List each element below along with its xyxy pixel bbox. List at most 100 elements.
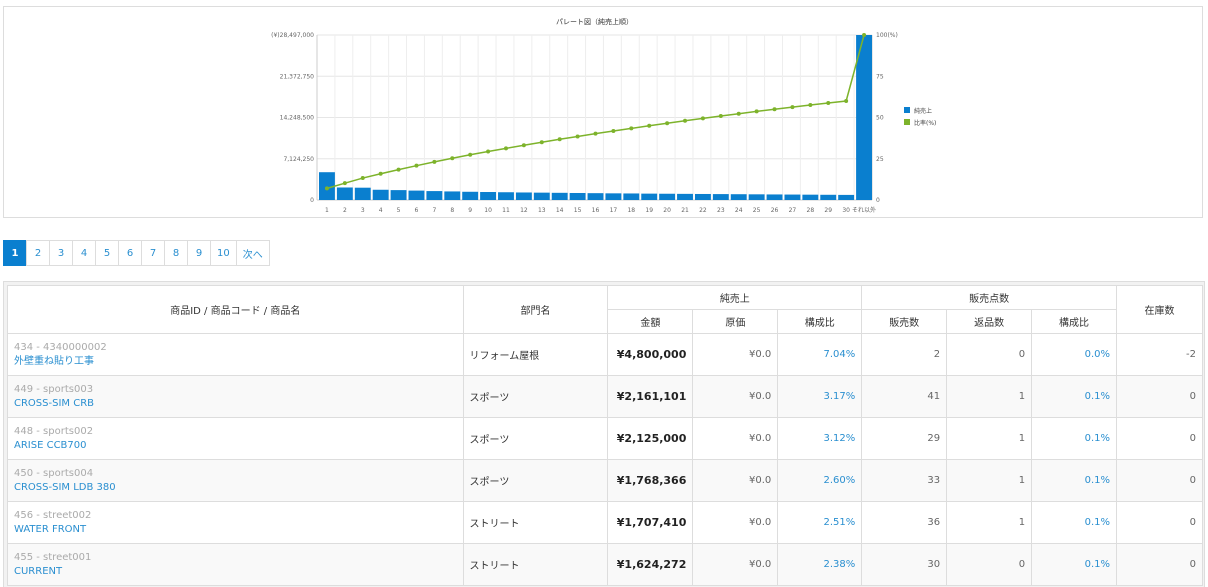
ratio-cell: 2.38%: [777, 543, 863, 586]
header-amount[interactable]: 金額: [607, 309, 694, 334]
page-link-2[interactable]: 2: [26, 240, 50, 266]
bar-26: [766, 194, 783, 200]
bar-13: [533, 192, 550, 200]
dept-cell: ストリート: [462, 501, 609, 544]
x-tick-label: 24: [735, 207, 743, 214]
bar-1: [319, 172, 335, 200]
y-tick-right: 50: [876, 115, 884, 122]
x-tick-label: 6: [415, 207, 419, 214]
table-row: 450 - sports004 CROSS-SIM LDB 380 スポーツ ¥1,7…: [7, 459, 1203, 502]
bar-6: [408, 190, 425, 200]
ratio-point-それ以外: [862, 33, 867, 37]
y-tick-left: 7,124,250: [283, 156, 314, 163]
y-tick-right: 25: [876, 156, 884, 163]
ratio-point-28: [808, 102, 813, 107]
sold-cell: 33: [861, 459, 948, 502]
dept-cell: ストリート: [462, 543, 609, 586]
cost-cell: ¥0.0: [692, 375, 779, 418]
x-tick-label: 15: [574, 207, 582, 214]
header-cost[interactable]: 原価: [692, 309, 779, 334]
y-tick-left: (¥)28,497,000: [271, 32, 314, 39]
product-id: 455 - street001: [14, 551, 92, 563]
x-tick-label: 26: [771, 207, 779, 214]
page-link-10[interactable]: 10: [210, 240, 237, 266]
ratio-cell: 7.04%: [777, 333, 863, 376]
bar-11: [498, 192, 514, 200]
returned-cell: 1: [946, 459, 1033, 502]
amount-cell: ¥4,800,000: [607, 333, 694, 376]
product-name-link[interactable]: CROSS-SIM CRB: [14, 397, 94, 409]
product-name-link[interactable]: WATER FRONT: [14, 523, 87, 535]
header-ratio[interactable]: 構成比: [777, 309, 863, 334]
ratio-point-4: [378, 171, 383, 176]
header-product[interactable]: 商品ID / 商品コード / 商品名: [7, 285, 464, 334]
header-stock[interactable]: 在庫数: [1116, 285, 1203, 334]
ratio-point-29: [826, 100, 831, 105]
sold-cell: 30: [861, 543, 948, 586]
bar-2: [336, 187, 353, 200]
bar-9: [462, 191, 479, 200]
bar-16: [587, 193, 604, 200]
x-tick-label: 14: [556, 207, 564, 214]
ratio-point-1: [324, 186, 329, 191]
page-link-1[interactable]: 1: [3, 240, 27, 266]
ratio-point-21: [683, 118, 688, 123]
bar-20: [659, 193, 676, 200]
bar-それ以外: [856, 35, 872, 200]
product-id: 448 - sports002: [14, 425, 94, 437]
page-link-9[interactable]: 9: [187, 240, 211, 266]
page-link-4[interactable]: 4: [72, 240, 96, 266]
page-link-3[interactable]: 3: [49, 240, 73, 266]
x-tick-label: 23: [717, 207, 725, 214]
page-link-6[interactable]: 6: [118, 240, 142, 266]
page-link-7[interactable]: 7: [141, 240, 165, 266]
ratio2-cell: 0.0%: [1031, 333, 1117, 376]
page-link-5[interactable]: 5: [95, 240, 119, 266]
returned-cell: 1: [946, 417, 1033, 460]
next-page-link[interactable]: 次へ: [235, 240, 270, 266]
bar-7: [426, 191, 443, 200]
product-name-link[interactable]: ARISE CCB700: [14, 439, 87, 451]
table-row: 448 - sports002 ARISE CCB700 スポーツ ¥2,125,00…: [7, 417, 1203, 460]
bar-5: [390, 190, 407, 200]
y-tick-left: 21,372,750: [280, 73, 315, 80]
x-tick-label: 10: [484, 207, 492, 214]
header-sold[interactable]: 販売数: [861, 309, 948, 334]
bar-25: [748, 194, 765, 200]
x-tick-label: 19: [645, 207, 653, 214]
x-tick-label: 18: [627, 207, 635, 214]
header-returned[interactable]: 返品数: [946, 309, 1033, 334]
sales-table: 商品ID / 商品コード / 商品名 部門名 純売上 販売点数 在庫数 金額 原…: [7, 285, 1203, 586]
ratio2-cell: 0.1%: [1031, 459, 1117, 502]
returned-cell: 0: [946, 333, 1033, 376]
x-tick-label: 11: [502, 207, 510, 214]
bar-15: [569, 192, 586, 200]
ratio2-cell: 0.1%: [1031, 543, 1117, 586]
cost-cell: ¥0.0: [692, 417, 779, 460]
product-id: 450 - sports004: [14, 467, 94, 479]
header-dept[interactable]: 部門名: [462, 285, 609, 334]
legend-label-sales: 純売上: [914, 107, 932, 115]
sales-table-container: 商品ID / 商品コード / 商品名 部門名 純売上 販売点数 在庫数 金額 原…: [3, 281, 1205, 587]
stock-cell: -2: [1116, 333, 1203, 376]
x-tick-label: 28: [807, 207, 815, 214]
x-tick-label: 12: [520, 207, 528, 214]
product-name-link[interactable]: CURRENT: [14, 565, 63, 577]
ratio-cell: 3.12%: [777, 417, 863, 460]
table-row: 434 - 4340000002 外壁重ね貼り工事 リフォーム屋根 ¥4,800,00…: [7, 333, 1203, 376]
product-cell: 448 - sports002 ARISE CCB700: [7, 417, 464, 460]
x-tick-label: 16: [592, 207, 600, 214]
bar-30: [838, 194, 855, 200]
ratio-point-30: [844, 99, 849, 103]
dept-cell: リフォーム屋根: [462, 333, 609, 376]
header-ratio2[interactable]: 構成比: [1031, 309, 1117, 334]
ratio-point-7: [432, 159, 437, 164]
product-id: 456 - street002: [14, 509, 92, 521]
product-name-link[interactable]: CROSS-SIM LDB 380: [14, 481, 116, 493]
stock-cell: 0: [1116, 417, 1203, 460]
product-name-link[interactable]: 外壁重ね貼り工事: [14, 355, 94, 367]
product-id: 449 - sports003: [14, 383, 94, 395]
x-tick-label: 9: [468, 207, 472, 214]
bar-23: [712, 194, 729, 200]
page-link-8[interactable]: 8: [164, 240, 188, 266]
